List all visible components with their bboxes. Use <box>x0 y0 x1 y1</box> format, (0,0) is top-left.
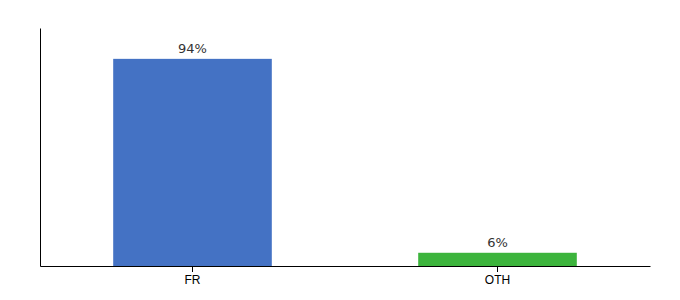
chart-container: FR OTH 94% 6% <box>0 0 680 300</box>
y-axis <box>40 29 41 267</box>
bar <box>418 253 577 266</box>
bars <box>113 59 577 266</box>
x-tick-label: OTH <box>485 273 510 287</box>
x-tick: FR <box>185 266 201 287</box>
plot-area: FR OTH 94% 6% <box>41 29 651 287</box>
x-tick-label: FR <box>185 273 201 287</box>
x-tick: OTH <box>485 266 510 287</box>
bar <box>113 59 272 266</box>
x-axis-line <box>41 266 651 267</box>
data-labels: 94% 6% <box>178 41 508 250</box>
data-label: 94% <box>178 41 207 56</box>
x-tick-mark <box>497 266 498 272</box>
x-tick-mark <box>192 266 193 272</box>
chart-svg: FR OTH 94% 6% <box>0 0 680 300</box>
y-axis-line <box>40 29 41 267</box>
x-axis: FR OTH <box>41 266 651 287</box>
data-label: 6% <box>487 235 508 250</box>
